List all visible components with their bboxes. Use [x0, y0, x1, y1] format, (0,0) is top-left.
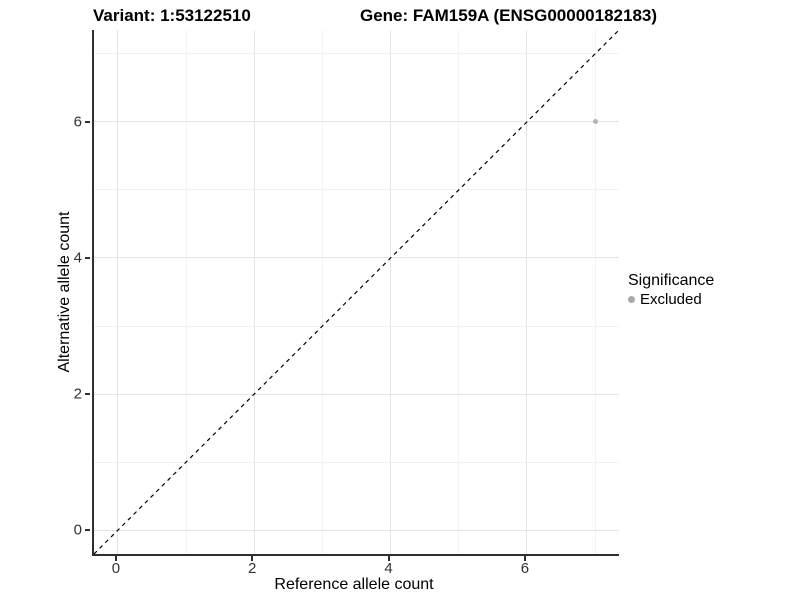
- identity-line-layer: [94, 30, 619, 554]
- y-tick-mark: [85, 529, 90, 532]
- x-minor-gridline: [458, 30, 460, 554]
- x-major-gridline: [253, 30, 255, 554]
- y-major-gridline: [94, 121, 619, 123]
- identity-dashed-line: [94, 30, 619, 554]
- x-tick-label: 6: [520, 560, 530, 577]
- y-minor-gridline: [94, 189, 619, 191]
- y-major-gridline: [94, 529, 619, 531]
- y-tick-label: 0: [73, 521, 82, 539]
- y-minor-gridline: [94, 325, 619, 327]
- legend-items: Excluded: [628, 291, 714, 308]
- x-tick-mark: [251, 556, 254, 561]
- legend-swatch-dot: [628, 296, 635, 303]
- x-major-gridline: [390, 30, 392, 554]
- y-tick-mark: [85, 393, 90, 396]
- legend-item-label: Excluded: [640, 291, 702, 308]
- x-tick-label: 4: [384, 560, 393, 577]
- y-tick-label: 2: [73, 385, 82, 403]
- data-point: [592, 119, 598, 125]
- y-tick-label: 4: [73, 249, 82, 267]
- y-major-gridline: [94, 257, 619, 259]
- y-axis-label: Alternative allele count: [56, 211, 73, 373]
- x-major-gridline: [117, 30, 119, 554]
- y-tick-mark: [85, 120, 90, 123]
- y-major-gridline: [94, 393, 619, 395]
- x-minor-gridline: [594, 30, 596, 554]
- x-tick-label: 0: [111, 560, 121, 577]
- legend: Significance Excluded: [628, 272, 714, 308]
- x-major-gridline: [526, 30, 528, 554]
- plot-title-gene: Gene: FAM159A (ENSG00000182183): [360, 6, 658, 25]
- x-axis-label: Reference allele count: [274, 576, 434, 593]
- x-minor-gridline: [185, 30, 187, 554]
- x-tick-mark: [114, 556, 117, 561]
- y-minor-gridline: [94, 461, 619, 463]
- y-tick-label: 6: [73, 113, 82, 131]
- y-tick-mark: [85, 256, 90, 259]
- y-minor-gridline: [94, 53, 619, 55]
- x-minor-gridline: [321, 30, 323, 554]
- legend-title: Significance: [628, 272, 715, 289]
- plot-title-variant: Variant: 1:53122510: [93, 6, 251, 25]
- x-tick-mark: [387, 556, 390, 561]
- legend-item: Excluded: [628, 291, 714, 308]
- plot-panel: [92, 30, 619, 556]
- x-tick-mark: [523, 556, 526, 561]
- x-tick-label: 2: [248, 560, 257, 577]
